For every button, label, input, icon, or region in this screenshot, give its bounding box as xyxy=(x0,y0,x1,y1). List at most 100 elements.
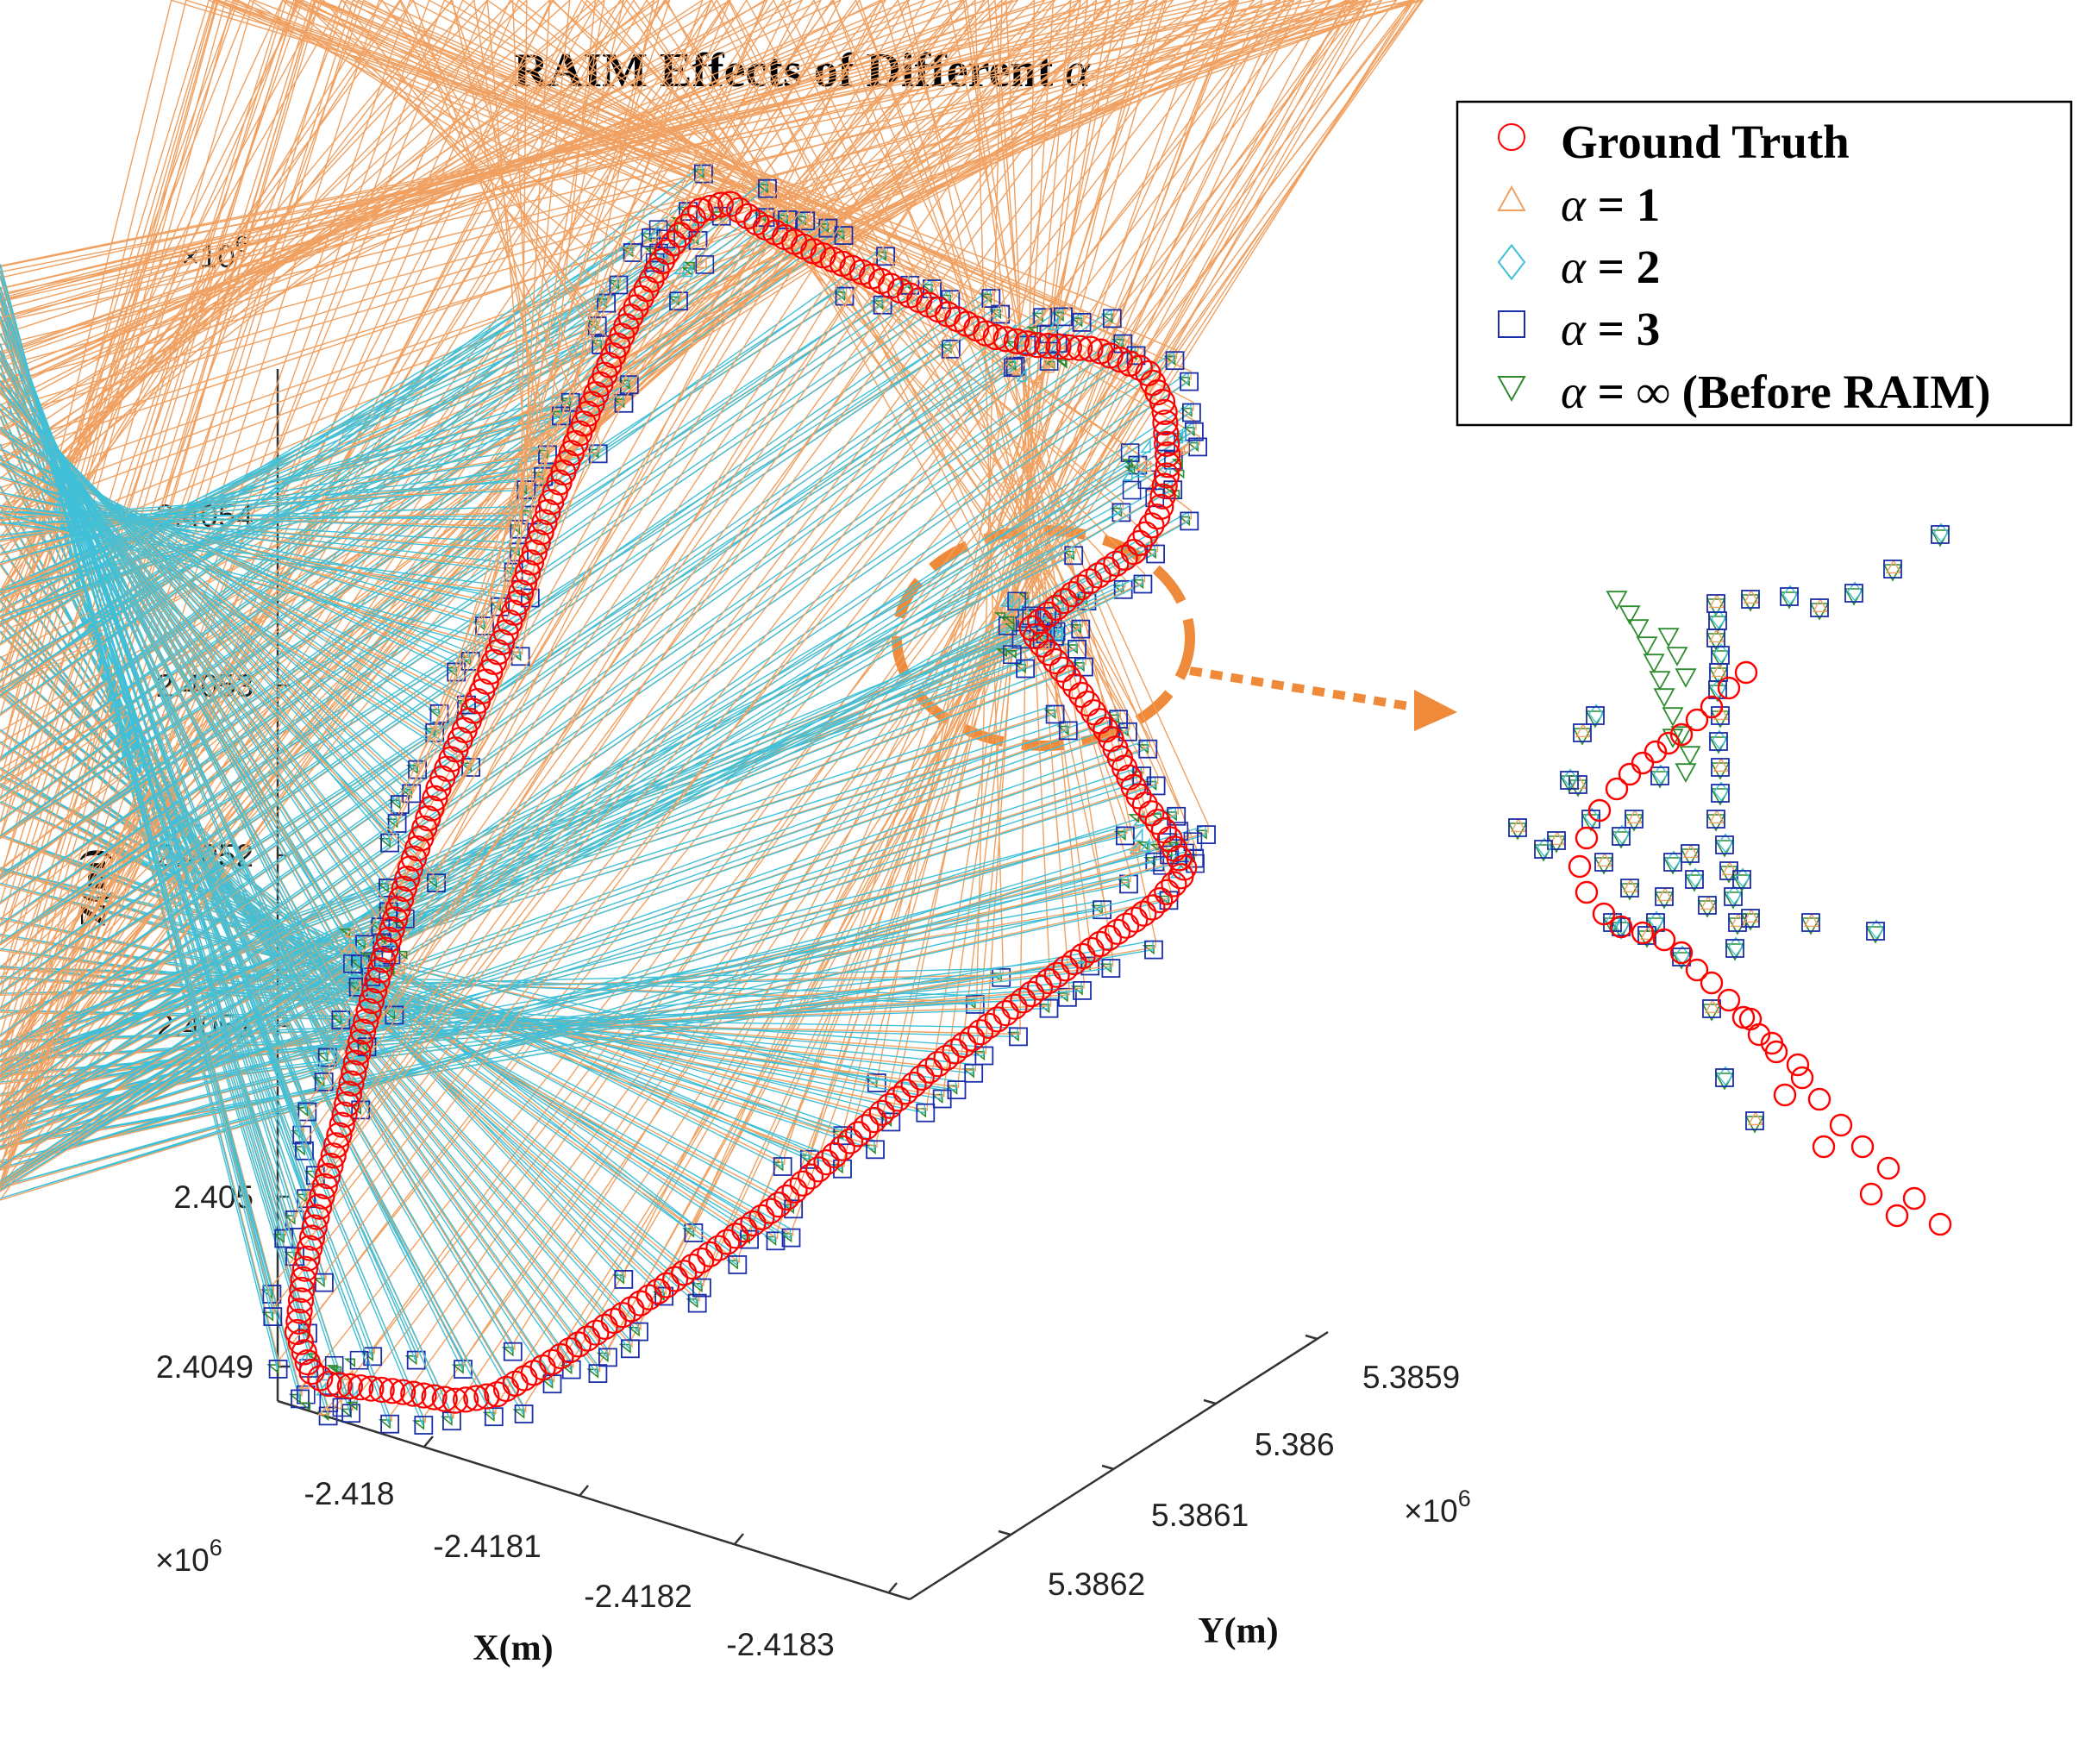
estimate-cluster-point xyxy=(349,1350,369,1370)
ground-truth-point xyxy=(315,1162,341,1190)
inset-alpha-3-point xyxy=(1620,879,1639,898)
inset-alpha-point xyxy=(1649,910,1664,931)
estimate-cluster-point xyxy=(673,260,685,275)
inset-ground-truth-point xyxy=(1652,928,1676,952)
estimate-alpha-1-point xyxy=(0,0,609,601)
ground-truth-point xyxy=(686,197,714,224)
estimate-alpha-1-point xyxy=(0,0,994,986)
ground-truth-point xyxy=(805,1156,832,1183)
estimate-alpha-2-point xyxy=(0,308,1112,1105)
inset-alpha-point xyxy=(1711,662,1728,678)
ground-truth-point xyxy=(821,1142,848,1169)
estimate-cluster-point xyxy=(1052,626,1064,641)
ground-truth-point xyxy=(511,1365,538,1392)
estimate-alpha-3-point xyxy=(687,1293,707,1313)
estimate-cluster-point xyxy=(695,255,715,274)
ground-truth-point xyxy=(349,1018,377,1045)
ground-truth-point xyxy=(1013,330,1041,357)
estimate-before-raim-point xyxy=(1061,550,1075,560)
inset-alpha-point xyxy=(1614,915,1630,935)
ground-truth-point xyxy=(908,1064,935,1092)
estimate-alpha-2-point xyxy=(0,295,883,876)
estimate-alpha-1-point xyxy=(0,0,655,655)
estimate-cluster-point xyxy=(1030,372,1042,384)
estimate-alpha-1-point xyxy=(0,0,701,693)
legend-label: α = 1 xyxy=(1561,178,1660,231)
estimate-alpha-3-point xyxy=(614,1270,634,1289)
ground-truth-point xyxy=(661,1266,689,1292)
estimate-alpha-3-point xyxy=(1058,987,1077,1007)
inset-alpha-3-point xyxy=(1650,766,1669,785)
inset-alpha-point xyxy=(1718,1066,1733,1086)
inset-alpha-3-point xyxy=(1534,840,1553,859)
estimate-before-raim-point xyxy=(920,284,933,294)
ground-truth-point xyxy=(688,1247,715,1274)
estimate-alpha-1-point xyxy=(0,0,1231,1232)
ground-truth-point xyxy=(1126,529,1153,557)
estimate-before-raim-point xyxy=(1070,317,1083,328)
estimate-cluster-point xyxy=(995,647,1008,658)
estimate-alpha-2-point xyxy=(0,381,390,844)
estimate-alpha-1-point xyxy=(0,0,1004,996)
ground-truth-point xyxy=(743,209,770,236)
estimate-cluster-point xyxy=(299,1402,311,1411)
inset-alpha-point xyxy=(1782,585,1798,605)
inset-alpha-point xyxy=(1812,597,1829,613)
inset-ground-truth-point xyxy=(1631,921,1655,945)
ground-truth-point xyxy=(326,1122,353,1148)
estimate-alpha-2-point xyxy=(0,210,787,780)
estimate-before-raim-point xyxy=(288,1393,301,1404)
ground-truth-point xyxy=(408,825,435,852)
ground-truth-point xyxy=(421,1384,448,1411)
inset-ground-truth-markers xyxy=(1568,660,1952,1236)
inset-ground-truth-point xyxy=(1700,695,1724,719)
estimate-alpha-2-point xyxy=(0,242,633,626)
inset-alpha-point xyxy=(1675,945,1690,966)
estimate-alpha-1-point xyxy=(0,0,911,911)
inset-ground-truth-point xyxy=(1790,1066,1814,1090)
inset-alpha-3-point xyxy=(1698,896,1717,915)
inset-alpha-3-point xyxy=(1931,525,1950,544)
ground-truth-point xyxy=(644,1278,672,1304)
inset-alpha-point xyxy=(1639,925,1656,941)
inset-alpha-point xyxy=(1713,643,1729,664)
estimate-before-raim-point xyxy=(353,939,366,949)
estimate-alpha-1-point xyxy=(0,0,550,542)
estimate-alpha-1-point xyxy=(0,0,1151,1143)
estimate-alpha-3-point xyxy=(916,1103,936,1123)
ground-truth-point xyxy=(1068,574,1094,601)
estimate-alpha-1-point xyxy=(0,0,1295,1296)
estimate-alpha-1-point xyxy=(0,0,1109,1108)
estimate-cluster-point xyxy=(695,257,707,269)
ground-truth-point xyxy=(1042,647,1069,675)
estimate-alpha-1-point xyxy=(0,0,882,882)
ground-truth-point xyxy=(422,785,448,812)
estimate-alpha-3-point xyxy=(609,275,629,295)
estimate-before-raim-point xyxy=(316,1052,329,1063)
ground-truth-point xyxy=(431,1386,458,1412)
ground-truth-point xyxy=(925,297,952,323)
inset-alpha-3-point xyxy=(1625,810,1644,829)
estimate-before-raim-point xyxy=(512,1409,525,1419)
inset-before-raim-point xyxy=(1627,619,1650,639)
estimate-alpha-1-point xyxy=(0,0,1209,1201)
ground-truth-point xyxy=(289,1276,316,1304)
ground-truth-point xyxy=(304,1204,330,1230)
estimate-alpha-2-point xyxy=(0,339,951,944)
estimate-alpha-3-point xyxy=(623,243,642,262)
estimate-alpha-3-point xyxy=(1073,981,1092,1000)
estimate-alpha-3-point xyxy=(834,226,854,246)
ground-truth-point xyxy=(316,1371,342,1398)
ground-truth-point xyxy=(1076,568,1103,595)
estimate-alpha-3-point xyxy=(295,1141,314,1160)
inset-alpha-point xyxy=(1708,593,1725,609)
ground-truth-point xyxy=(592,1313,618,1341)
ground-truth-point xyxy=(1018,980,1045,1008)
ground-truth-point xyxy=(967,1019,994,1046)
ground-truth-point xyxy=(1086,708,1113,735)
estimate-alpha-2-point xyxy=(0,409,417,771)
inset-alpha-3-point xyxy=(1725,939,1744,958)
estimate-alpha-3-point xyxy=(514,1404,534,1423)
estimate-alpha-3-point xyxy=(503,1342,523,1361)
estimate-alpha-3-point xyxy=(1146,776,1166,796)
